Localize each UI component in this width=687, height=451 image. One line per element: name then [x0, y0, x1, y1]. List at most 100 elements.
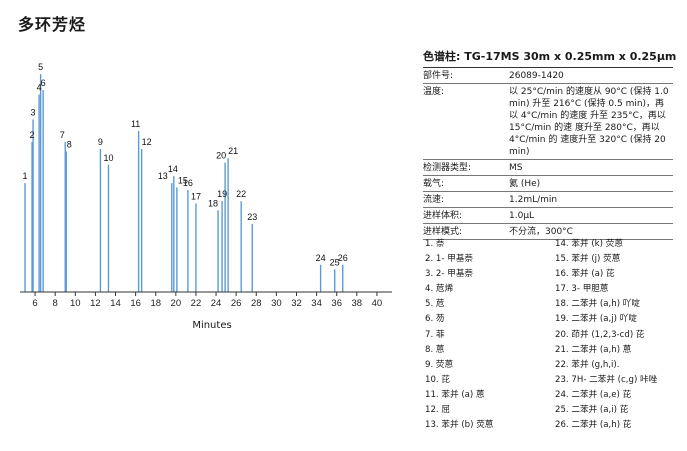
compound-item: 18. 二苯并 (a,h) 吖啶 — [555, 299, 640, 310]
compound-list: 1. 萘 2. 1- 甲基萘 3. 2- 甲基萘 4. 苊烯 5. 苊 6. 芴 7. 菲 8… — [425, 237, 680, 433]
peak-label-7: 7 — [60, 130, 65, 140]
compound-item: 15. 苯并 (j) 荧蒽 — [555, 254, 621, 265]
compound-item: 14. 苯并 (k) 荧蒽 — [555, 239, 623, 249]
x-tick-label: 16 — [130, 298, 141, 309]
peak-label-21: 21 — [228, 146, 238, 156]
param-value: 1.2mL/min — [507, 191, 673, 208]
peak-label-2: 2 — [30, 130, 35, 140]
param-key: 检测器类型: — [423, 159, 507, 176]
column-label: 色谱柱: — [423, 50, 461, 63]
x-tick-label: 28 — [251, 298, 262, 309]
column-spec: 色谱柱: TG-17MS 30m x 0.25mm x 0.25μm — [423, 48, 677, 68]
x-tick-label: 18 — [150, 298, 161, 309]
compound-item: 3. 2- 甲基萘 — [425, 269, 474, 280]
param-key: 温度: — [423, 83, 507, 160]
compound-item: 7. 菲 — [425, 329, 445, 340]
param-value: MS — [507, 159, 673, 176]
x-tick-label: 36 — [331, 298, 342, 309]
chromatogram-trace — [24, 74, 344, 292]
peak-label-25: 25 — [330, 257, 340, 267]
param-key: 载气: — [423, 175, 507, 192]
param-row: 进样体积: 1.0μL — [423, 207, 673, 224]
peak-label-5: 5 — [38, 62, 43, 72]
x-axis-title: Minutes — [192, 320, 232, 331]
peak-label-1: 1 — [23, 171, 28, 181]
peak-label-9: 9 — [98, 137, 103, 147]
x-tick-label: 20 — [171, 298, 182, 309]
compound-item: 22. 苯并 (g,h,i). — [555, 359, 620, 370]
x-tick-label: 8 — [53, 298, 58, 309]
param-value: 26089-1420 — [507, 68, 673, 84]
param-value: 以 25°C/min 的速度从 90°C (保持 1.0 min) 升至 216… — [507, 83, 673, 160]
compound-item: 23. 7H- 二苯并 (c,g) 咔唑 — [555, 374, 658, 385]
compound-item: 21. 二苯并 (a,h) 蒽 — [555, 344, 632, 355]
x-axis-ticks: 6 8 10 12 14 16 18 20 22 24 26 28 30 32 34 36 38 40 — [32, 292, 382, 309]
compound-item: 1. 萘 — [425, 239, 445, 249]
param-value: 1.0μL — [507, 207, 673, 224]
param-row: 流速: 1.2mL/min — [423, 191, 673, 208]
peak-label-24: 24 — [316, 253, 326, 263]
compound-item: 10. 芘 — [425, 374, 450, 385]
peak-label-19: 19 — [217, 189, 227, 199]
x-tick-label: 12 — [90, 298, 101, 309]
compound-item: 13. 苯并 (b) 荧蒽 — [425, 420, 494, 431]
compound-item: 20. 茚并 (1,2,3-cd) 芘 — [555, 329, 645, 340]
x-tick-label: 34 — [311, 298, 322, 309]
param-value: 氦 (He) — [507, 175, 673, 192]
x-tick-label: 6 — [32, 298, 37, 309]
param-row: 载气: 氦 (He) — [423, 175, 673, 192]
param-key: 流速: — [423, 191, 507, 208]
x-tick-label: 38 — [352, 298, 363, 309]
param-row: 检测器类型: MS — [423, 159, 673, 176]
peak-label-22: 22 — [236, 189, 246, 199]
compound-item: 11. 苯并 (a) 蒽 — [425, 389, 485, 400]
x-tick-label: 22 — [191, 298, 202, 309]
peak-label-3: 3 — [31, 107, 36, 117]
method-info: 色谱柱: TG-17MS 30m x 0.25mm x 0.25μm 部件号: 2… — [423, 48, 677, 240]
param-row: 温度: 以 25°C/min 的速度从 90°C (保持 1.0 min) 升至 … — [423, 83, 673, 160]
compound-item: 26. 二苯并 (a,h) 芘 — [555, 420, 632, 431]
compound-item: 8. 蒽 — [425, 344, 445, 355]
column-value: TG-17MS 30m x 0.25mm x 0.25μm — [464, 50, 677, 63]
x-tick-label: 26 — [231, 298, 242, 309]
method-parameters-table: 部件号: 26089-1420 温度: 以 25°C/min 的速度从 90°C (保… — [423, 68, 673, 240]
x-tick-label: 10 — [70, 298, 81, 309]
param-value: 不分流，300°C — [507, 223, 673, 240]
peak-label-15: 15 — [178, 176, 188, 186]
peak-label-13: 13 — [158, 171, 168, 181]
compound-item: 9. 荧蒽 — [425, 359, 454, 370]
param-key: 进样体积: — [423, 207, 507, 224]
param-key: 进样模式: — [423, 223, 507, 240]
peak-label-11: 11 — [131, 119, 140, 129]
peak-label-17: 17 — [191, 191, 201, 201]
peak-label-12: 12 — [142, 137, 152, 147]
x-tick-label: 32 — [291, 298, 302, 309]
x-tick-label: 30 — [271, 298, 282, 309]
compound-item: 6. 芴 — [425, 314, 445, 325]
param-row: 进样模式: 不分流，300°C — [423, 223, 673, 240]
peak-label-10: 10 — [103, 153, 113, 163]
peak-label-4: 4 — [37, 83, 42, 93]
peak-label-6: 6 — [41, 78, 46, 88]
compound-item: 16. 苯并 (a) 芘 — [555, 269, 615, 280]
peak-label-26: 26 — [338, 253, 348, 263]
x-tick-label: 24 — [211, 298, 222, 309]
compound-item: 25. 二苯并 (a,i) 芘 — [555, 405, 629, 416]
compound-item: 5. 苊 — [425, 299, 445, 310]
compound-item: 4. 苊烯 — [425, 284, 454, 295]
compound-item: 2. 1- 甲基萘 — [425, 254, 474, 265]
compound-item: 24. 二苯并 (a,e) 芘 — [555, 389, 632, 400]
peak-label-20: 20 — [216, 151, 226, 161]
x-tick-label: 40 — [372, 298, 383, 309]
param-row: 部件号: 26089-1420 — [423, 68, 673, 84]
peak-label-14: 14 — [168, 164, 178, 174]
peak-label-8: 8 — [67, 139, 72, 149]
peak-label-16: 16 — [183, 178, 193, 188]
peak-label-18: 18 — [208, 198, 218, 208]
compound-item: 12. 屈 — [425, 405, 450, 416]
peak-label-23: 23 — [247, 212, 257, 222]
param-key: 部件号: — [423, 68, 507, 84]
x-tick-label: 14 — [110, 298, 121, 309]
